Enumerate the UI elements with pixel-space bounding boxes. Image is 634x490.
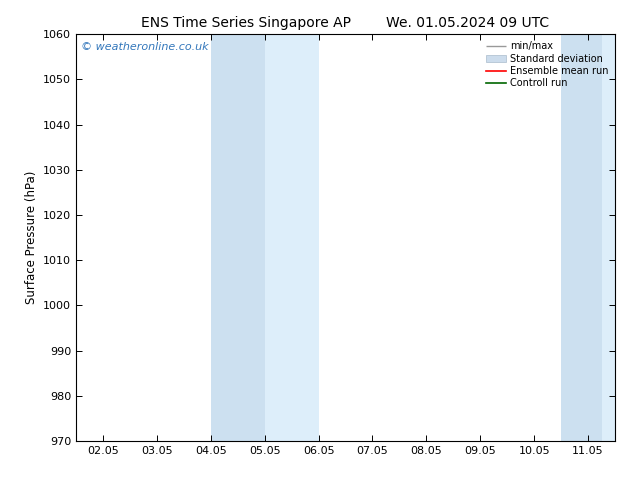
Bar [265, 34, 319, 441]
Bar [602, 34, 615, 441]
Y-axis label: Surface Pressure (hPa): Surface Pressure (hPa) [25, 171, 37, 304]
Legend: min/max, Standard deviation, Ensemble mean run, Controll run: min/max, Standard deviation, Ensemble me… [484, 39, 610, 90]
Title: ENS Time Series Singapore AP        We. 01.05.2024 09 UTC: ENS Time Series Singapore AP We. 01.05.2… [141, 16, 550, 30]
Bar [561, 34, 602, 441]
Bar [210, 34, 265, 441]
Text: © weatheronline.co.uk: © weatheronline.co.uk [81, 43, 209, 52]
